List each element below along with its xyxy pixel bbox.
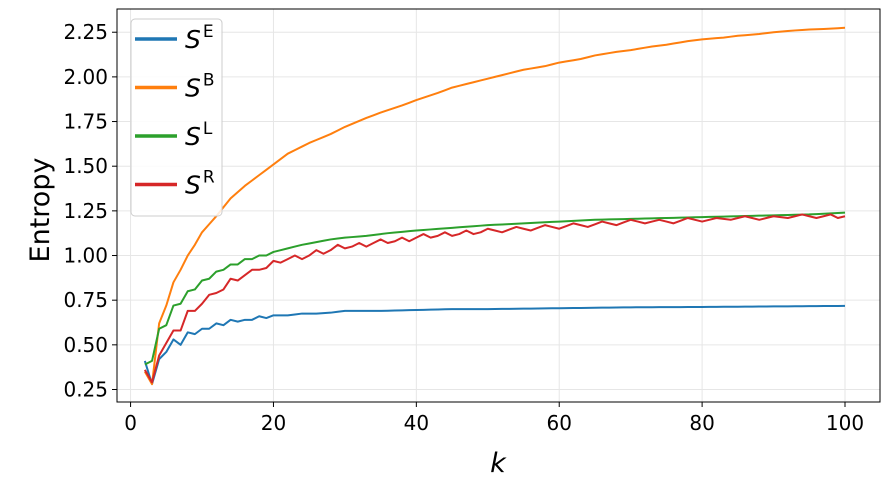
y-tick-label: 1.00 xyxy=(63,244,108,268)
series-line-E xyxy=(143,304,845,386)
series-line-L xyxy=(144,211,846,366)
legend: S E S B S L S R xyxy=(130,18,223,217)
y-tick-label: 0.25 xyxy=(63,377,108,401)
plot-frame xyxy=(116,8,881,403)
series-lines xyxy=(143,26,846,386)
series-line-R xyxy=(143,213,846,384)
y-tick-label: 1.50 xyxy=(63,154,108,178)
legend-box xyxy=(130,18,223,217)
x-tick-label: 100 xyxy=(826,411,864,435)
y-tick-label: 0.50 xyxy=(63,333,108,357)
series-line-B xyxy=(143,26,846,386)
x-tick-label: 20 xyxy=(261,411,286,435)
x-tick-label: 80 xyxy=(689,411,714,435)
y-tick-label: 0.75 xyxy=(63,288,108,312)
y-tick-label: 1.75 xyxy=(63,110,108,134)
axis-ticks: 0 20 40 60 80 100 0.25 0.50 0.75 1.00 1.25 1.50 1.75… xyxy=(63,20,864,435)
x-tick-label: 40 xyxy=(404,411,429,435)
x-tick-label: 60 xyxy=(546,411,571,435)
y-tick-label: 2.00 xyxy=(63,65,108,89)
y-tick-label: 2.25 xyxy=(63,20,108,44)
y-tick-label: 1.25 xyxy=(63,199,108,223)
x-axis-label: k xyxy=(490,448,507,479)
x-tick-label: 0 xyxy=(124,411,137,435)
y-axis-label: Entropy xyxy=(25,158,56,263)
